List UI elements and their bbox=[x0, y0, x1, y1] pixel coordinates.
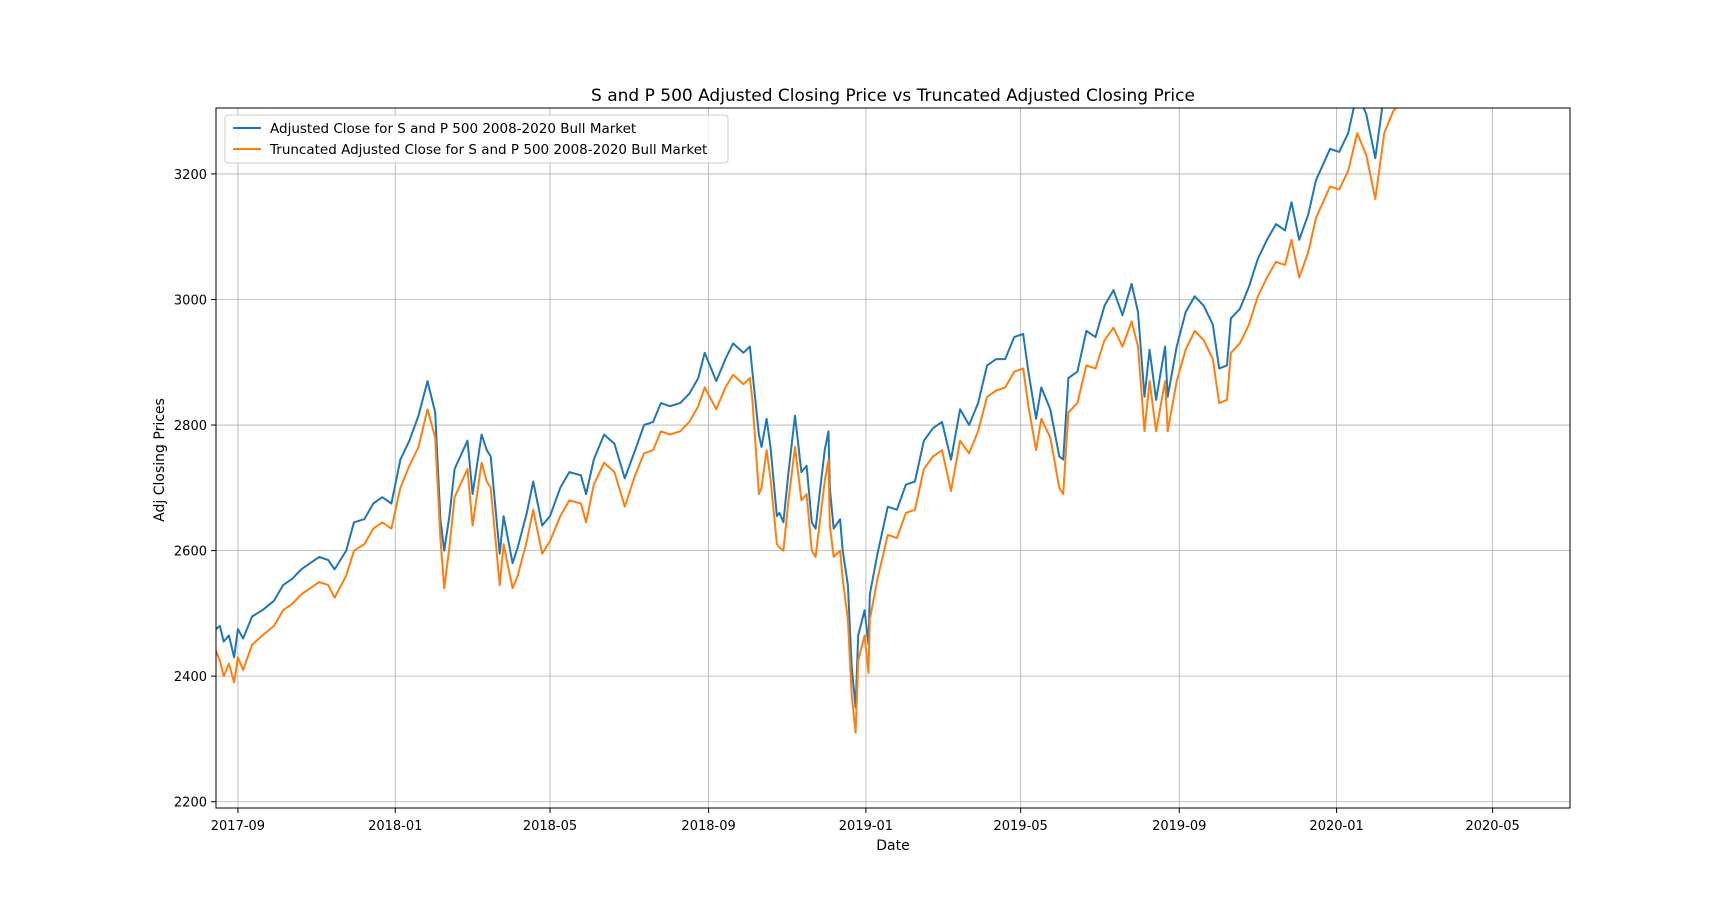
series-group bbox=[216, 108, 1398, 734]
x-tick-label: 2018-01 bbox=[368, 819, 422, 834]
series-line-adjusted-close bbox=[216, 108, 1384, 709]
plot-frame bbox=[215, 107, 1571, 809]
legend-label-truncated-close: Truncated Adjusted Close for S and P 500… bbox=[269, 142, 707, 158]
y-tick-label: 2400 bbox=[174, 670, 207, 685]
x-tick-label: 2020-05 bbox=[1465, 819, 1519, 834]
grid bbox=[216, 108, 1570, 808]
x-tick-label: 2019-09 bbox=[1152, 819, 1206, 834]
x-axis: 2017-09 2018-01 2018-05 2018-09 2019-01 2019-… bbox=[211, 808, 1520, 834]
y-axis-title: Adj Closing Prices bbox=[152, 398, 168, 522]
series-line-truncated-close bbox=[216, 108, 1398, 734]
x-tick-label: 2018-05 bbox=[523, 819, 577, 834]
y-tick-label: 2200 bbox=[174, 796, 207, 811]
legend-frame bbox=[224, 114, 729, 164]
chart-title: S and P 500 Adjusted Closing Price vs Tr… bbox=[591, 86, 1195, 106]
y-tick-label: 2800 bbox=[174, 419, 207, 434]
x-axis-title: Date bbox=[876, 838, 909, 854]
x-tick-label: 2019-01 bbox=[839, 819, 893, 834]
legend: Adjusted Close for S and P 500 2008-2020… bbox=[224, 114, 729, 164]
x-tick-label: 2019-05 bbox=[993, 819, 1047, 834]
y-axis: 2200 2400 2600 2800 3000 3200 bbox=[174, 168, 216, 811]
y-tick-label: 3200 bbox=[174, 168, 207, 183]
y-tick-label: 2600 bbox=[174, 545, 207, 560]
y-tick-label: 3000 bbox=[174, 293, 207, 308]
plot-area bbox=[216, 108, 1570, 808]
x-tick-label: 2020-01 bbox=[1309, 819, 1363, 834]
x-tick-label: 2017-09 bbox=[211, 819, 265, 834]
legend-label-adjusted-close: Adjusted Close for S and P 500 2008-2020… bbox=[270, 121, 636, 137]
x-tick-label: 2018-09 bbox=[681, 819, 735, 834]
